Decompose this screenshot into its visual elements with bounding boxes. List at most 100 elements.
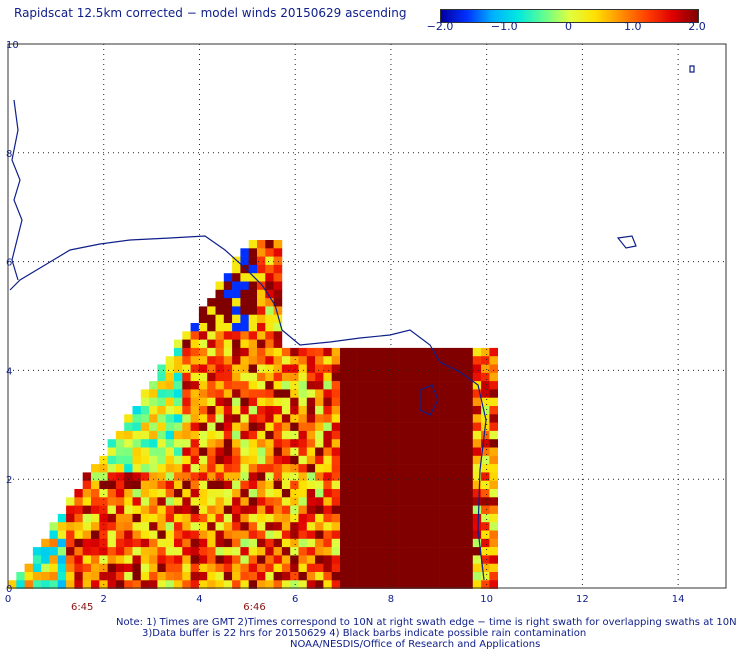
swath-cell (157, 397, 166, 407)
swath-cell (364, 372, 374, 382)
swath-cell (464, 372, 474, 382)
swath-cell (265, 530, 274, 540)
swath-cell (232, 447, 241, 457)
swath-cell (207, 381, 216, 390)
swath-cell (149, 472, 158, 481)
swath-cell (389, 447, 399, 457)
swath-cell (265, 323, 274, 332)
swath-cell (489, 513, 498, 523)
swath-cell (364, 439, 374, 448)
swath-cell (398, 364, 407, 374)
swath-cell (356, 447, 366, 457)
swath-cell (298, 580, 308, 589)
swath-cell (198, 464, 208, 473)
swath-cell (364, 489, 374, 498)
swath-cell (157, 513, 166, 523)
swath-cell (447, 497, 457, 506)
swath-cell (331, 389, 341, 398)
swath-cell (24, 572, 34, 581)
swath-cell (198, 505, 208, 515)
swath-cell (456, 447, 465, 457)
swath-cell (389, 381, 399, 390)
swath-cell (248, 522, 258, 531)
swath-cell (82, 489, 92, 498)
swath-cell (207, 455, 216, 465)
swath-cell (306, 356, 316, 365)
swath-cell (290, 472, 299, 481)
swath-cell (223, 572, 233, 581)
swath-cell (257, 455, 266, 465)
swath-cell (198, 563, 208, 573)
swath-cell (431, 547, 440, 556)
swath-cell (398, 522, 407, 531)
swath-cell (273, 364, 283, 374)
swath-cell (281, 530, 291, 540)
swath-cell (414, 356, 424, 365)
swath-cell (364, 347, 374, 357)
swath-cell (472, 522, 482, 531)
swath-cell (348, 555, 357, 564)
swath-cell (481, 538, 490, 548)
swath-cell (182, 563, 191, 573)
swath-cell (207, 422, 216, 432)
swath-cell (439, 497, 449, 506)
swath-cell (248, 240, 258, 249)
swath-cell (107, 480, 117, 490)
swath-cell (157, 439, 166, 448)
swath-cell (306, 522, 316, 531)
swath-cell (489, 430, 498, 440)
swath-cell (149, 430, 158, 440)
swath-cell (423, 547, 432, 556)
swath-cell (340, 472, 349, 481)
swath-cell (364, 455, 374, 465)
swath-cell (232, 323, 241, 332)
swath-cell (356, 522, 366, 531)
swath-cell (140, 522, 150, 531)
swath-cell (248, 314, 258, 324)
swath-cell (356, 547, 366, 556)
swath-cell (248, 414, 258, 423)
swath-cell (115, 489, 125, 498)
swath-cell (265, 547, 274, 556)
swath-cell (364, 513, 374, 523)
swath-cell (356, 414, 366, 423)
swath-cell (447, 580, 457, 589)
swath-cell (472, 530, 482, 540)
swath-cell (398, 480, 407, 490)
swath-cell (140, 489, 150, 498)
swath-cell (215, 314, 225, 324)
swath-cell (406, 497, 415, 506)
swath-cell (431, 505, 440, 515)
swath-cell (348, 572, 357, 581)
swath-cell (298, 414, 308, 423)
swath-cell (257, 538, 266, 548)
swath-cell (398, 356, 407, 365)
swath-cell (398, 455, 407, 465)
x-tick-label: 4 (196, 594, 202, 605)
swath-cell (389, 505, 399, 515)
swath-cell (414, 414, 424, 423)
swath-cell (315, 447, 324, 457)
swath-cell (240, 273, 249, 282)
swath-cell (298, 430, 308, 440)
swath-cell (323, 522, 332, 531)
swath-cell (447, 397, 457, 407)
swath-cell (464, 497, 474, 506)
swath-cell (140, 439, 150, 448)
swath-cell (124, 580, 133, 589)
swath-cell (215, 538, 225, 548)
swath-cell (431, 563, 440, 573)
swath-cell (165, 530, 175, 540)
swath-cell (157, 414, 166, 423)
swath-cell (165, 356, 175, 365)
swath-cell (431, 555, 440, 564)
swath-cell (232, 264, 241, 274)
swath-cell (132, 422, 142, 432)
swath-cell (107, 555, 117, 564)
swath-cell (414, 555, 424, 564)
swath-cell (265, 273, 274, 282)
swath-cell (406, 439, 415, 448)
swath-cell (464, 472, 474, 481)
swath-cell (240, 298, 249, 307)
swath-cell (389, 389, 399, 398)
